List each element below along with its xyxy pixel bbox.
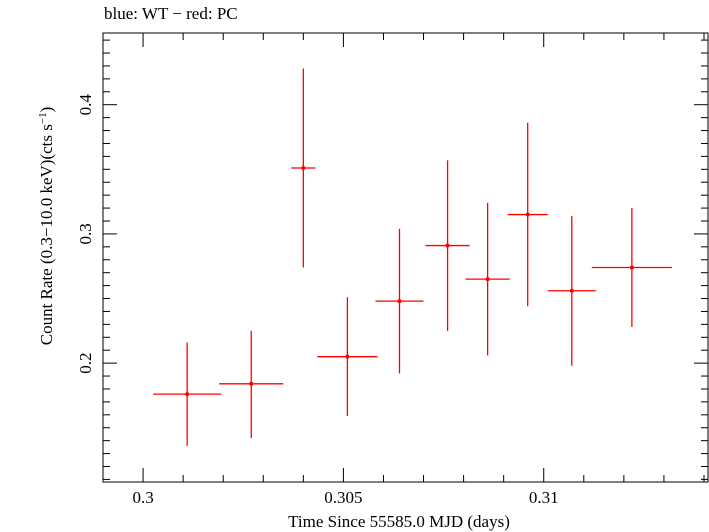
point-marker — [485, 277, 490, 282]
data-point — [465, 202, 510, 356]
point-marker — [629, 265, 634, 270]
y-axis-label: Count Rate (0.3−10.0 keV)(cts s−1) — [37, 107, 56, 346]
point-marker — [249, 381, 254, 386]
y-axis-label-close: ) — [37, 107, 56, 113]
chart-title: blue: WT − red: PC — [104, 4, 238, 23]
x-tick-label: 0.31 — [529, 488, 559, 507]
y-tick-labels: 0.2 0.3 0.4 — [76, 94, 95, 374]
data-point — [547, 215, 596, 366]
point-marker — [345, 354, 350, 359]
data-point — [317, 297, 378, 417]
y-tick-label: 0.4 — [76, 94, 95, 116]
data-point — [507, 122, 548, 307]
data-point — [591, 208, 672, 327]
data-point — [291, 68, 316, 268]
plot-frame — [102, 32, 709, 483]
data-point — [219, 330, 284, 439]
axis-ticks — [103, 33, 708, 482]
data-point — [425, 160, 470, 331]
x-tick-labels: 0.3 0.305 0.31 — [132, 488, 558, 507]
point-marker — [569, 288, 574, 293]
x-tick-label: 0.3 — [132, 488, 153, 507]
data-point — [153, 342, 222, 446]
data-points — [153, 68, 672, 446]
data-point — [375, 228, 424, 374]
point-marker — [525, 212, 530, 217]
point-marker — [185, 392, 190, 397]
point-marker — [397, 299, 402, 304]
point-marker — [301, 166, 306, 171]
y-tick-label: 0.2 — [76, 353, 95, 374]
y-axis-label-superscript: −1 — [37, 112, 49, 124]
x-tick-label: 0.305 — [324, 488, 362, 507]
y-tick-label: 0.3 — [76, 223, 95, 244]
point-marker — [445, 243, 450, 248]
x-axis-label: Time Since 55585.0 MJD (days) — [288, 512, 510, 531]
y-axis-label-main: Count Rate (0.3−10.0 keV)(cts s — [37, 124, 56, 345]
